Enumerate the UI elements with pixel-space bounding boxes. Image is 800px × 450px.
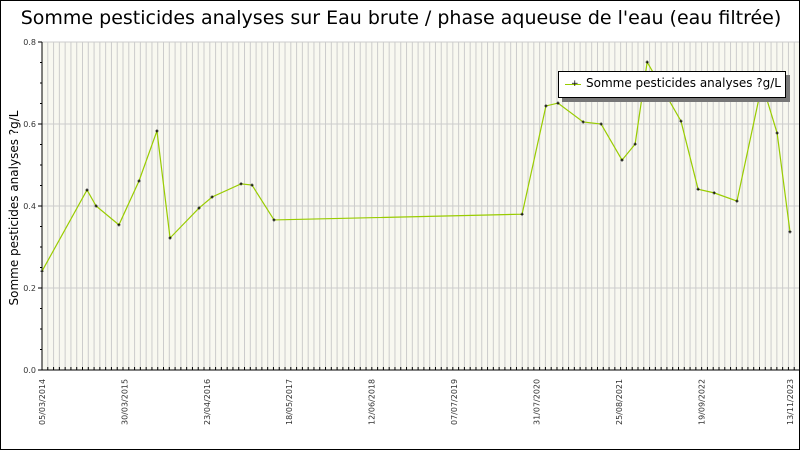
x-tick-label: 19/09/2022 [697, 379, 706, 425]
data-point [735, 199, 739, 203]
data-point [168, 236, 172, 240]
y-tick-label: 0.4 [23, 202, 36, 211]
data-point [620, 158, 624, 162]
x-tick-label: 31/07/2020 [532, 379, 541, 425]
data-point [272, 218, 276, 222]
x-tick-label: 30/03/2015 [120, 379, 129, 425]
data-point [633, 142, 637, 146]
data-point [788, 230, 792, 234]
data-point [696, 187, 700, 191]
chart-title: Somme pesticides analyses sur Eau brute … [20, 7, 782, 29]
data-point [155, 129, 159, 133]
legend: + Somme pesticides analyses ?g/L [558, 71, 786, 98]
x-tick-label: 13/11/2023 [786, 379, 795, 425]
legend-marker-icon: + [571, 79, 579, 89]
data-point [117, 223, 121, 227]
data-point [137, 179, 141, 183]
x-tick-label: 18/05/2017 [285, 379, 294, 425]
data-point [94, 204, 98, 208]
x-tick-label: 05/03/2014 [38, 379, 47, 425]
data-point [599, 122, 603, 126]
data-point [679, 119, 683, 123]
y-tick-label: 0.6 [23, 120, 36, 129]
data-point [85, 188, 89, 192]
data-point [210, 195, 214, 199]
data-point [250, 183, 254, 187]
data-point [520, 212, 524, 216]
data-point [581, 120, 585, 124]
data-point [645, 60, 649, 64]
legend-label: Somme pesticides analyses ?g/L [586, 76, 781, 90]
data-point [775, 131, 779, 135]
x-tick-label: 12/06/2018 [368, 379, 377, 425]
x-tick-label: 23/04/2016 [203, 379, 212, 425]
x-tick-label: 07/07/2019 [450, 379, 459, 425]
data-point [40, 269, 44, 273]
x-tick-label: 25/08/2021 [615, 379, 624, 425]
data-point [197, 206, 201, 210]
y-tick-label: 0.0 [23, 366, 36, 375]
data-point [544, 104, 548, 108]
data-point [239, 182, 243, 186]
data-point [556, 101, 560, 105]
legend-line-swatch [565, 84, 581, 85]
y-tick-label: 0.8 [23, 38, 36, 47]
y-tick-label: 0.2 [23, 284, 36, 293]
data-point [712, 191, 716, 195]
